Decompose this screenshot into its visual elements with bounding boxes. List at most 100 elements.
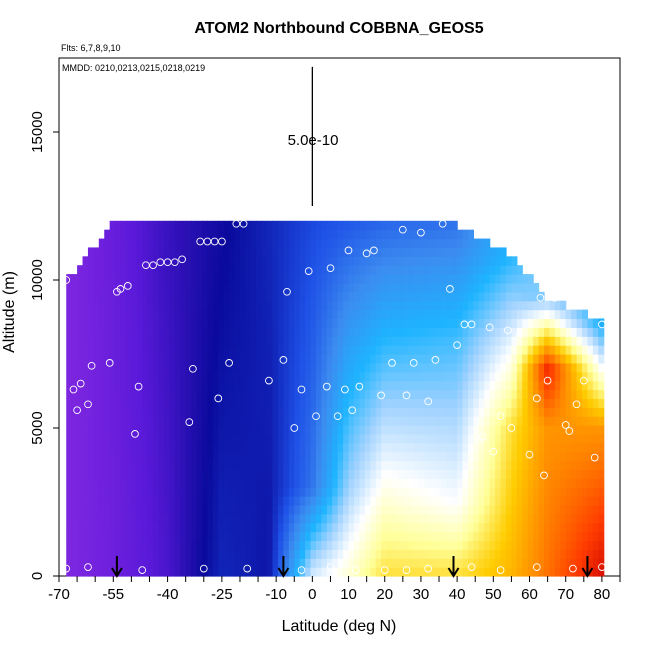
heatmap-cell bbox=[554, 380, 561, 391]
heatmap-cell bbox=[218, 220, 225, 231]
heatmap-cell bbox=[212, 416, 219, 426]
heatmap-cell bbox=[93, 309, 100, 320]
heatmap-cell bbox=[424, 238, 431, 249]
heatmap-cell bbox=[500, 442, 507, 453]
heatmap-cell bbox=[343, 549, 350, 559]
heatmap-cell bbox=[522, 380, 529, 391]
heatmap-cell bbox=[397, 362, 404, 373]
heatmap-cell bbox=[587, 336, 594, 346]
heatmap-cell bbox=[174, 504, 181, 515]
heatmap-cell bbox=[451, 256, 458, 266]
heatmap-cell bbox=[375, 567, 382, 577]
heatmap-cell bbox=[207, 567, 214, 577]
heatmap-cell bbox=[66, 345, 73, 355]
heatmap-cell bbox=[305, 504, 312, 515]
heatmap-cell bbox=[554, 416, 561, 426]
heatmap-cell bbox=[120, 238, 127, 249]
heatmap-cell bbox=[397, 460, 404, 471]
heatmap-cell bbox=[315, 451, 322, 462]
heatmap-cell bbox=[495, 398, 502, 408]
heatmap-cell bbox=[533, 513, 540, 524]
heatmap-cell bbox=[375, 522, 382, 533]
heatmap-cell bbox=[500, 460, 507, 471]
heatmap-cell bbox=[332, 282, 339, 293]
heatmap-cell bbox=[386, 345, 393, 355]
heatmap-cell bbox=[337, 531, 344, 542]
heatmap-cell bbox=[386, 513, 393, 524]
heatmap-cell bbox=[408, 425, 415, 435]
heatmap-cell bbox=[218, 522, 225, 533]
heatmap-cell bbox=[560, 504, 567, 515]
heatmap-cell bbox=[440, 309, 447, 320]
heatmap-cell bbox=[397, 487, 404, 497]
heatmap-cell bbox=[201, 451, 208, 462]
heatmap-cell bbox=[125, 460, 132, 471]
sample-point bbox=[424, 564, 433, 573]
heatmap-cell bbox=[446, 327, 453, 337]
heatmap-cell bbox=[93, 327, 100, 337]
heatmap-cell bbox=[315, 416, 322, 426]
heatmap-cell bbox=[223, 238, 230, 249]
heatmap-cell bbox=[462, 398, 469, 408]
heatmap-cell bbox=[549, 531, 556, 542]
heatmap-cell bbox=[131, 496, 138, 506]
heatmap-cell bbox=[408, 291, 415, 302]
heatmap-cell bbox=[163, 549, 170, 559]
heatmap-cell bbox=[256, 265, 263, 275]
sample-point bbox=[565, 427, 574, 435]
heatmap-cell bbox=[348, 433, 355, 444]
sample-point bbox=[210, 237, 219, 246]
heatmap-cell bbox=[375, 327, 382, 337]
heatmap-cell bbox=[158, 460, 165, 471]
heatmap-cell bbox=[511, 336, 518, 346]
heatmap-cell bbox=[223, 220, 230, 231]
heatmap-cell bbox=[136, 460, 143, 471]
heatmap-cell bbox=[391, 433, 399, 444]
heatmap-cell bbox=[565, 460, 572, 471]
heatmap-cell bbox=[229, 256, 236, 266]
heatmap-cell bbox=[353, 291, 361, 302]
heatmap-cell bbox=[516, 327, 523, 337]
heatmap-cell bbox=[245, 274, 252, 284]
heatmap-cell bbox=[500, 318, 507, 328]
heatmap-cell bbox=[467, 274, 475, 284]
heatmap-cell bbox=[180, 407, 187, 417]
heatmap-cell bbox=[125, 522, 132, 533]
heatmap-cell bbox=[402, 531, 409, 542]
heatmap-cell bbox=[500, 504, 507, 515]
heatmap-cell bbox=[424, 282, 431, 293]
heatmap-cell bbox=[299, 291, 306, 302]
heatmap-cell bbox=[587, 380, 594, 391]
heatmap-cell bbox=[386, 460, 393, 471]
heatmap-cell bbox=[305, 496, 312, 506]
heatmap-cell bbox=[451, 478, 458, 488]
heatmap-cell bbox=[435, 425, 442, 435]
heatmap-cell bbox=[478, 256, 485, 266]
heatmap-cell bbox=[71, 354, 78, 364]
heatmap-cell bbox=[408, 531, 415, 542]
heatmap-cell bbox=[245, 398, 252, 408]
x-tick-label: 10 bbox=[340, 586, 357, 603]
heatmap-cell bbox=[337, 309, 344, 320]
heatmap-cell bbox=[375, 407, 382, 417]
heatmap-cell bbox=[397, 478, 404, 488]
heatmap-cell bbox=[462, 522, 469, 533]
heatmap-cell bbox=[82, 389, 89, 399]
heatmap-cell bbox=[397, 531, 404, 542]
heatmap-cell bbox=[256, 558, 263, 568]
heatmap-cell bbox=[386, 282, 393, 293]
heatmap-cell bbox=[571, 522, 578, 533]
heatmap-cell bbox=[538, 309, 545, 320]
heatmap-cell bbox=[587, 354, 594, 364]
heatmap-cell bbox=[256, 504, 263, 515]
heatmap-cell bbox=[592, 451, 599, 462]
heatmap-cell bbox=[115, 371, 122, 382]
heatmap-cell bbox=[592, 380, 599, 391]
heatmap-cell bbox=[256, 274, 263, 284]
heatmap-cell bbox=[185, 531, 192, 542]
heatmap-cell bbox=[397, 220, 404, 231]
heatmap-cell bbox=[592, 567, 599, 577]
heatmap-cell bbox=[218, 567, 225, 577]
heatmap-cell bbox=[343, 247, 350, 257]
arrow-head bbox=[111, 567, 123, 578]
